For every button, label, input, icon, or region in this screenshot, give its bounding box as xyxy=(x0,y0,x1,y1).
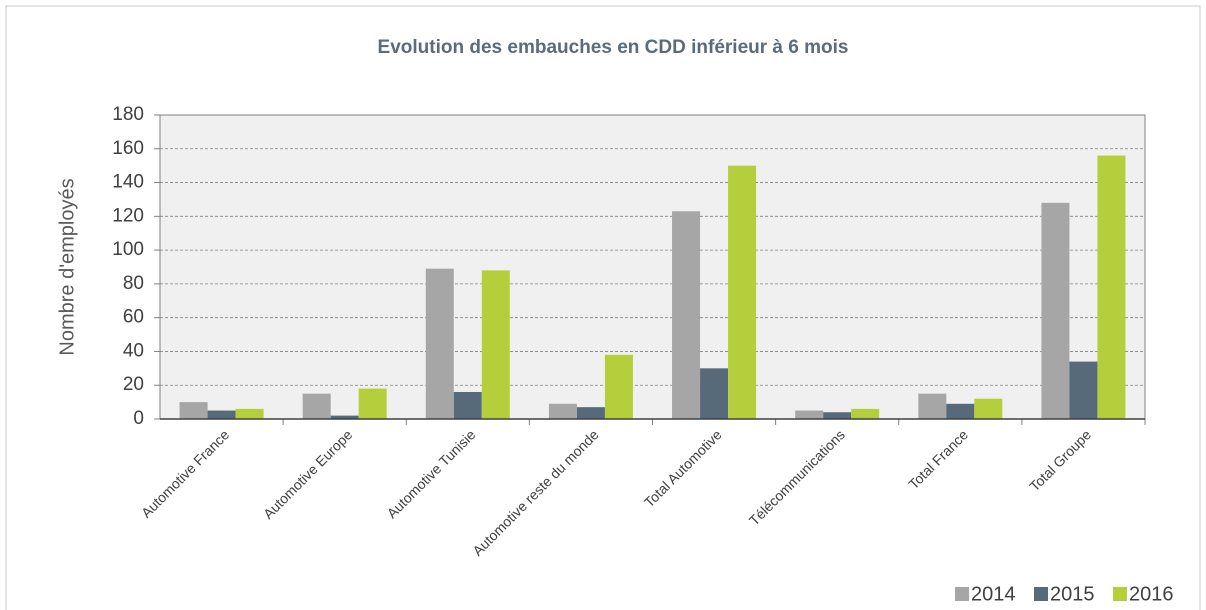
bar xyxy=(604,354,633,419)
bar xyxy=(946,403,975,419)
bar xyxy=(1041,202,1070,419)
bar xyxy=(823,412,852,419)
bar xyxy=(1097,155,1126,420)
y-tick-label: 20 xyxy=(123,374,144,395)
bar xyxy=(481,270,510,419)
bar xyxy=(974,398,1003,419)
bar xyxy=(207,410,236,419)
bar xyxy=(358,388,387,419)
bar xyxy=(548,403,577,419)
y-axis-label: Nombre d'employés xyxy=(56,178,78,355)
bar xyxy=(576,407,605,419)
legend-swatch xyxy=(955,587,969,601)
bar xyxy=(330,415,359,419)
bar xyxy=(235,408,264,419)
bar xyxy=(851,408,880,419)
y-tick-label: 60 xyxy=(123,307,144,328)
y-tick-label: 160 xyxy=(112,138,144,159)
bar xyxy=(453,391,482,419)
bar xyxy=(1069,361,1098,419)
y-tick-label: 140 xyxy=(112,172,144,193)
legend-swatch xyxy=(1113,587,1127,601)
bar xyxy=(728,165,757,419)
bar xyxy=(302,393,331,419)
bar xyxy=(700,368,729,419)
legend-swatch xyxy=(1034,587,1048,601)
bar xyxy=(179,402,208,419)
legend-label: 2016 xyxy=(1129,583,1174,605)
legend-label: 2014 xyxy=(971,583,1016,605)
plot-area xyxy=(159,114,1146,420)
bar xyxy=(425,268,454,419)
bar xyxy=(672,211,701,419)
legend-label: 2015 xyxy=(1050,583,1095,605)
bar xyxy=(918,393,947,419)
y-tick-label: 120 xyxy=(112,205,144,226)
chart-title: Evolution des embauches en CDD inférieur… xyxy=(378,37,849,58)
y-tick-label: 80 xyxy=(123,273,144,294)
y-tick-label: 0 xyxy=(133,408,144,429)
bar xyxy=(795,410,824,419)
y-tick-label: 180 xyxy=(112,104,144,125)
y-tick-label: 40 xyxy=(123,340,144,361)
y-tick-label: 100 xyxy=(112,239,144,260)
